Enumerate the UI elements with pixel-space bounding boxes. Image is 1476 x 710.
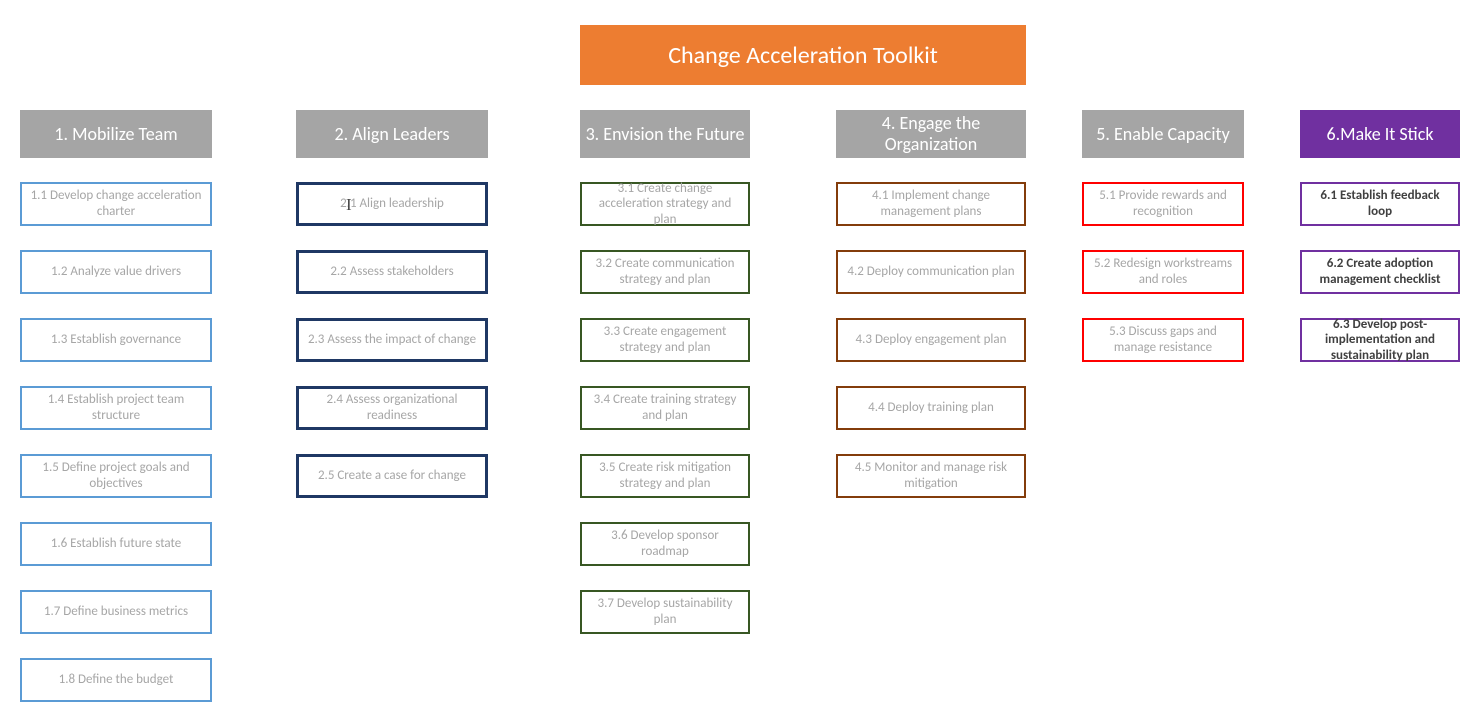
item-label: 1.3 Establish governance bbox=[51, 332, 181, 348]
item-box: 3.6 Develop sponsor roadmap bbox=[580, 522, 750, 566]
item-box: 2.1 Align leadership bbox=[296, 182, 488, 226]
item-box: 6.1 Establish feedback loop bbox=[1300, 182, 1460, 226]
item-label: 1.5 Define project goals and objectives bbox=[28, 460, 204, 491]
item-label: 1.1 Develop change acceleration charter bbox=[28, 188, 204, 219]
column-header-col1: 1. Mobilize Team bbox=[20, 110, 212, 158]
item-label: 1.2 Analyze value drivers bbox=[51, 264, 181, 280]
item-box: 1.5 Define project goals and objectives bbox=[20, 454, 212, 498]
item-box: 1.2 Analyze value drivers bbox=[20, 250, 212, 294]
item-box: 2.2 Assess stakeholders bbox=[296, 250, 488, 294]
item-box: 2.5 Create a case for change bbox=[296, 454, 488, 498]
column-header-label: 2. Align Leaders bbox=[335, 124, 450, 145]
item-box: 5.1 Provide rewards and recognition bbox=[1082, 182, 1244, 226]
item-label: 3.1 Create change acceleration strategy … bbox=[588, 181, 742, 228]
item-label: 6.3 Develop post-implementation and sust… bbox=[1308, 317, 1452, 364]
item-box: 6.2 Create adoption management checklist bbox=[1300, 250, 1460, 294]
column-header-label: 5. Enable Capacity bbox=[1096, 124, 1229, 145]
item-box: 3.4 Create training strategy and plan bbox=[580, 386, 750, 430]
item-box: 1.4 Establish project team structure bbox=[20, 386, 212, 430]
item-box: 1.1 Develop change acceleration charter bbox=[20, 182, 212, 226]
column-header-col4: 4. Engage the Organization bbox=[836, 110, 1026, 158]
item-label: 1.4 Establish project team structure bbox=[28, 392, 204, 423]
item-box: 1.3 Establish governance bbox=[20, 318, 212, 362]
item-label: 3.3 Create engagement strategy and plan bbox=[588, 324, 742, 355]
item-box: 3.5 Create risk mitigation strategy and … bbox=[580, 454, 750, 498]
column-header-col5: 5. Enable Capacity bbox=[1082, 110, 1244, 158]
item-label: 4.2 Deploy communication plan bbox=[847, 264, 1014, 280]
item-box: 1.8 Define the budget bbox=[20, 658, 212, 702]
item-label: 2.5 Create a case for change bbox=[318, 468, 466, 484]
item-box: 3.7 Develop sustainability plan bbox=[580, 590, 750, 634]
item-label: 3.7 Develop sustainability plan bbox=[588, 596, 742, 627]
item-box: 5.2 Redesign workstreams and roles bbox=[1082, 250, 1244, 294]
item-box: 1.6 Establish future state bbox=[20, 522, 212, 566]
item-box: 4.1 Implement change management plans bbox=[836, 182, 1026, 226]
item-label: 4.1 Implement change management plans bbox=[844, 188, 1018, 219]
item-label: 3.5 Create risk mitigation strategy and … bbox=[588, 460, 742, 491]
item-box: 5.3 Discuss gaps and manage resistance bbox=[1082, 318, 1244, 362]
item-box: 3.2 Create communication strategy and pl… bbox=[580, 250, 750, 294]
item-label: 2.2 Assess stakeholders bbox=[330, 264, 453, 280]
item-label: 2.4 Assess organizational readiness bbox=[305, 392, 479, 423]
item-label: 3.4 Create training strategy and plan bbox=[588, 392, 742, 423]
item-label: 6.1 Establish feedback loop bbox=[1308, 188, 1452, 219]
item-label: 1.7 Define business metrics bbox=[44, 604, 188, 620]
item-box: 4.2 Deploy communication plan bbox=[836, 250, 1026, 294]
item-box: 4.4 Deploy training plan bbox=[836, 386, 1026, 430]
item-box: 2.3 Assess the impact of change bbox=[296, 318, 488, 362]
item-label: 2.1 Align leadership bbox=[340, 196, 444, 212]
item-box: 1.7 Define business metrics bbox=[20, 590, 212, 634]
item-box: 2.4 Assess organizational readiness bbox=[296, 386, 488, 430]
item-label: 1.6 Establish future state bbox=[51, 536, 181, 552]
column-header-col2: 2. Align Leaders bbox=[296, 110, 488, 158]
item-box: 4.3 Deploy engagement plan bbox=[836, 318, 1026, 362]
item-label: 3.2 Create communication strategy and pl… bbox=[588, 256, 742, 287]
title-banner: Change Acceleration Toolkit bbox=[580, 25, 1026, 85]
item-box: 6.3 Develop post-implementation and sust… bbox=[1300, 318, 1460, 362]
item-label: 5.3 Discuss gaps and manage resistance bbox=[1090, 324, 1236, 355]
item-box: 4.5 Monitor and manage risk mitigation bbox=[836, 454, 1026, 498]
title-text: Change Acceleration Toolkit bbox=[668, 41, 938, 70]
item-label: 1.8 Define the budget bbox=[59, 672, 174, 688]
item-label: 6.2 Create adoption management checklist bbox=[1308, 256, 1452, 287]
column-header-label: 1. Mobilize Team bbox=[54, 124, 177, 145]
column-header-label: 4. Engage the Organization bbox=[836, 113, 1026, 154]
item-label: 3.6 Develop sponsor roadmap bbox=[588, 528, 742, 559]
column-header-col6: 6.Make It Stick bbox=[1300, 110, 1460, 158]
item-label: 4.5 Monitor and manage risk mitigation bbox=[844, 460, 1018, 491]
item-box: 3.1 Create change acceleration strategy … bbox=[580, 182, 750, 226]
item-label: 4.3 Deploy engagement plan bbox=[856, 332, 1007, 348]
item-label: 5.2 Redesign workstreams and roles bbox=[1090, 256, 1236, 287]
item-box: 3.3 Create engagement strategy and plan bbox=[580, 318, 750, 362]
column-header-label: 3. Envision the Future bbox=[586, 124, 745, 145]
item-label: 4.4 Deploy training plan bbox=[868, 400, 994, 416]
column-header-label: 6.Make It Stick bbox=[1326, 124, 1433, 145]
column-header-col3: 3. Envision the Future bbox=[580, 110, 750, 158]
item-label: 2.3 Assess the impact of change bbox=[308, 332, 476, 348]
item-label: 5.1 Provide rewards and recognition bbox=[1090, 188, 1236, 219]
